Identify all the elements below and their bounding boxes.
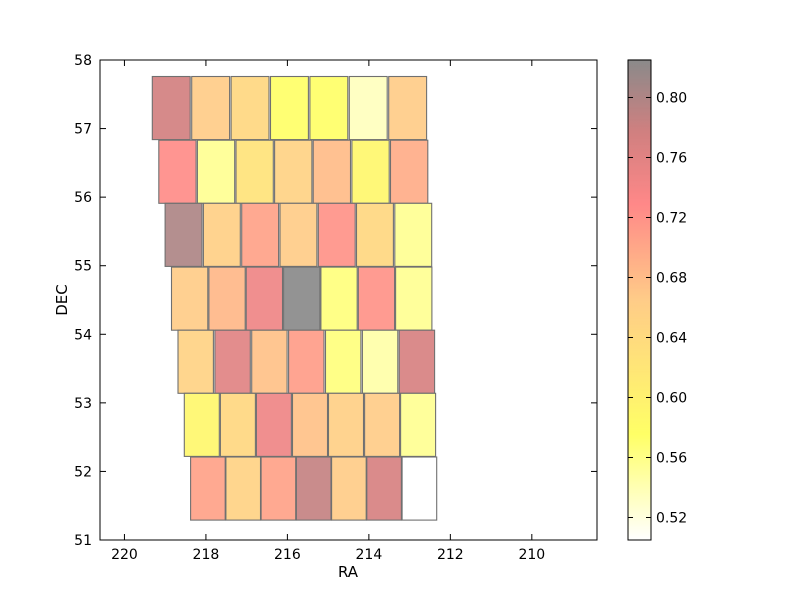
- heatmap-cell-r3-c0: [170, 266, 209, 331]
- heatmap-cell-r3-c5: [357, 266, 396, 331]
- y-tick-label-51: 51: [74, 533, 92, 549]
- heatmap-cell-r2-c4: [317, 202, 356, 267]
- colorbar-tick-label: 0.52: [656, 511, 687, 527]
- y-tick-label-57: 57: [74, 122, 92, 138]
- y-axis-label: DEC: [53, 284, 71, 316]
- heatmap-cell-r2-c5: [355, 202, 394, 267]
- plot-area: 220 218 216 214 212 210 51 52 53 54 55 56 57 58 RA D…: [53, 53, 598, 581]
- heatmap-cell-r2-c1: [202, 202, 241, 267]
- x-tick-label-214: 214: [356, 547, 383, 563]
- heatmap-cells: [151, 75, 438, 521]
- heatmap-cell-r5-c2: [255, 392, 292, 457]
- heatmap-cell-r4-c5: [361, 329, 399, 394]
- colorbar-tick-label: 0.64: [656, 331, 687, 347]
- heatmap-cell-r0-c4: [309, 75, 349, 141]
- heatmap-cell-r2-c0: [164, 202, 203, 267]
- heatmap-cell-r5-c5: [364, 392, 401, 457]
- x-axis-ticks: 220 218 216 214 212 210: [111, 60, 545, 563]
- heatmap-cell-r3-c3: [283, 266, 321, 331]
- y-tick-label-58: 58: [74, 53, 92, 69]
- y-axis-ticks: 51 52 53 54 55 56 57 58: [74, 53, 597, 549]
- heatmap-cell-r1-c2: [235, 139, 274, 204]
- heatmap-cell-r0-c0: [151, 75, 191, 141]
- colorbar-frame: [627, 59, 652, 541]
- heatmap-cell-r4-c0: [177, 329, 214, 394]
- heatmap-cell-r6-c0: [190, 456, 226, 521]
- heatmap-cell-r2-c3: [279, 202, 318, 267]
- colorbar: 0.52 0.56 0.60 0.64 0.68 0.72 0.76 0.80: [627, 59, 687, 541]
- heatmap-cell-r5-c4: [327, 392, 365, 457]
- heatmap-cell-r2-c2: [241, 202, 280, 267]
- heatmap-cell-r4-c3: [288, 329, 325, 394]
- heatmap-cell-r1-c5: [351, 139, 390, 204]
- x-tick-label-218: 218: [193, 547, 220, 563]
- heatmap-cell-r6-c3: [295, 456, 332, 521]
- heatmap-cell-r4-c4: [324, 329, 362, 394]
- heatmap-cell-r1-c0: [158, 139, 197, 204]
- colorbar-ticks: 0.52 0.56 0.60 0.64 0.68 0.72 0.76 0.80: [628, 91, 687, 527]
- colorbar-contour-lines: [628, 59, 651, 541]
- x-tick-label-210: 210: [518, 547, 545, 563]
- y-tick-label-54: 54: [74, 327, 92, 343]
- heatmap-cell-r6-c5: [366, 456, 402, 521]
- heatmap-cell-r1-c1: [196, 139, 236, 204]
- heatmap-cell-r4-c6: [398, 329, 436, 394]
- x-tick-label-220: 220: [111, 547, 138, 563]
- heatmap-cell-r4-c2: [251, 329, 288, 394]
- heatmap-cell-r1-c4: [312, 139, 352, 204]
- colorbar-tick-label: 0.68: [656, 271, 687, 287]
- plot-frame: [99, 59, 598, 541]
- heatmap-cell-r5-c3: [291, 392, 329, 457]
- heatmap-cell-r3-c2: [245, 266, 284, 331]
- colorbar-tick-label: 0.72: [656, 211, 687, 227]
- heatmap-cell-r6-c1: [225, 456, 262, 521]
- heatmap-cell-r3-c6: [395, 266, 433, 331]
- heatmap-cell-r2-c6: [394, 202, 433, 267]
- x-tick-label-216: 216: [274, 547, 301, 563]
- colorbar-tick-label: 0.80: [656, 91, 687, 107]
- heatmap-cell-r6-c6: [401, 456, 438, 521]
- heatmap-cell-r3-c1: [208, 266, 246, 331]
- colorbar-tick-label: 0.60: [656, 391, 687, 407]
- heatmap-cell-r1-c6: [389, 139, 429, 204]
- heatmap-cell-r1-c3: [274, 139, 313, 204]
- heatmap-cell-r5-c1: [219, 392, 256, 457]
- heatmap-cell-r0-c2: [230, 75, 270, 141]
- heatmap-cell-r0-c1: [191, 75, 231, 141]
- heatmap-cell-r5-c6: [400, 392, 437, 457]
- x-tick-label-212: 212: [437, 547, 464, 563]
- colorbar-tick-label: 0.76: [656, 151, 687, 167]
- heatmap-cell-r0-c3: [269, 75, 309, 141]
- y-tick-label-52: 52: [74, 464, 92, 480]
- heatmap-cell-r6-c4: [331, 456, 367, 521]
- heatmap-cell-r3-c4: [320, 266, 358, 331]
- heatmap-cell-r4-c1: [214, 329, 251, 394]
- y-tick-label-53: 53: [74, 396, 92, 412]
- y-tick-label-55: 55: [74, 259, 92, 275]
- colorbar-tick-label: 0.56: [656, 451, 687, 467]
- heatmap-cell-r0-c5: [348, 75, 388, 141]
- y-tick-label-56: 56: [74, 190, 92, 206]
- heatmap-cell-r6-c2: [260, 456, 297, 521]
- x-axis-label: RA: [338, 563, 359, 581]
- heatmap-cell-r0-c6: [388, 75, 428, 141]
- heatmap-cell-r5-c0: [183, 392, 220, 457]
